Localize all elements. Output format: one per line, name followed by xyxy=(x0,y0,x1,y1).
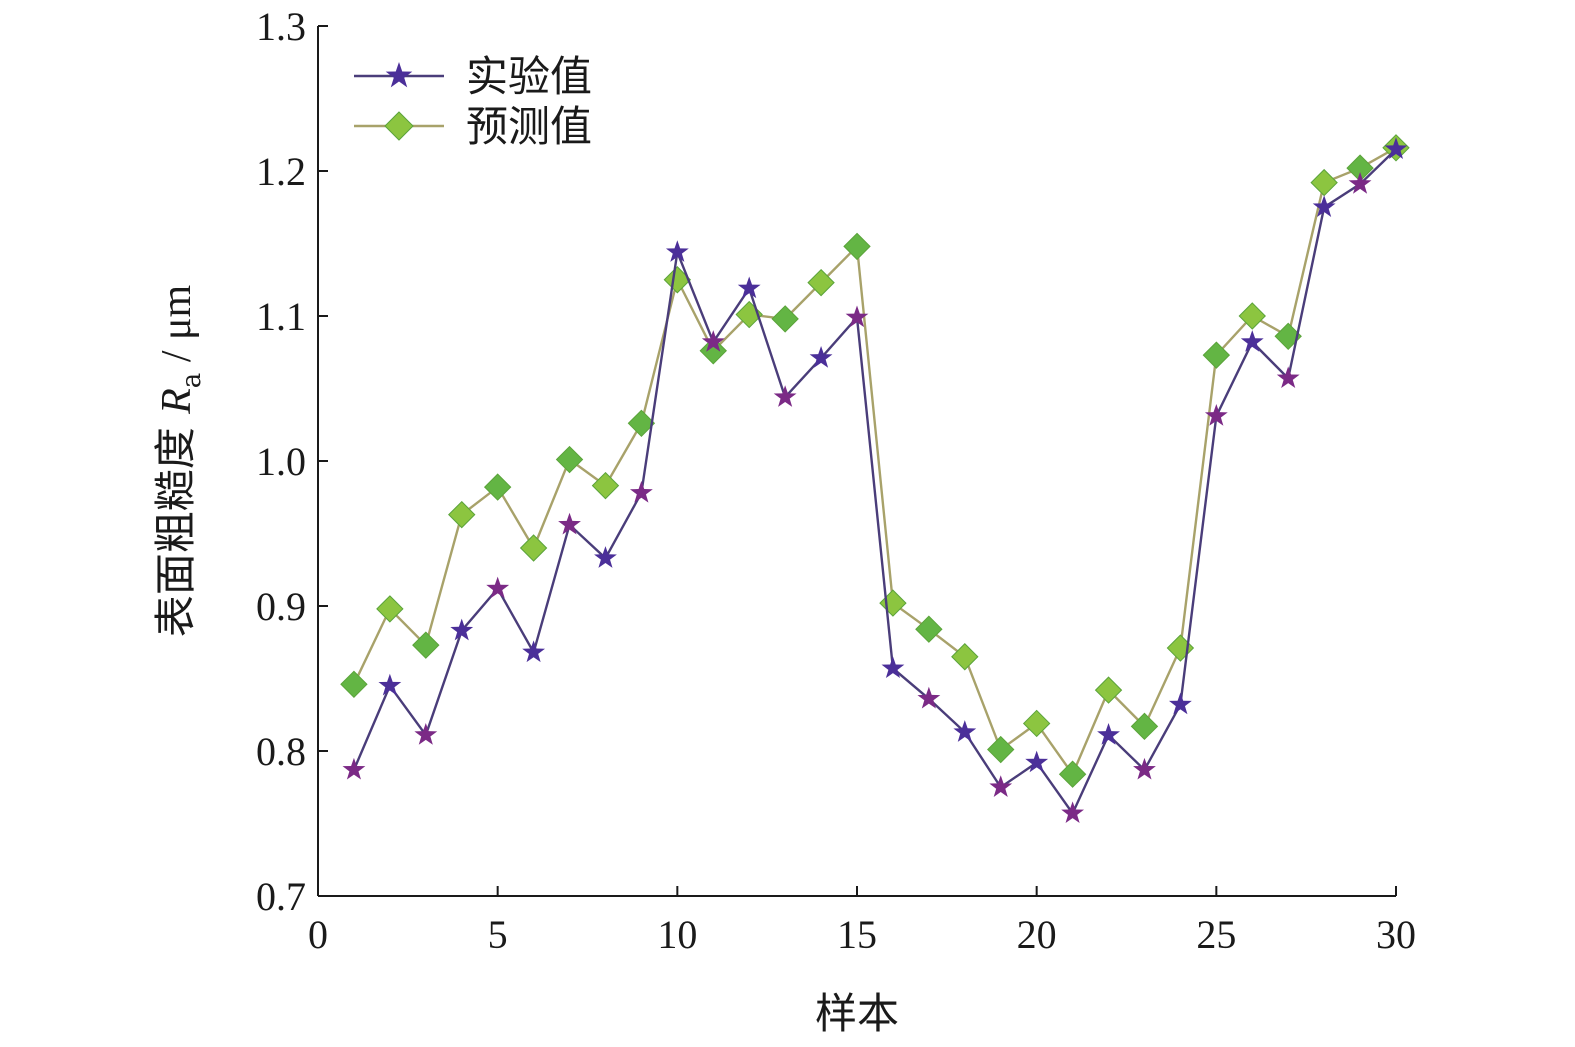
legend-item: 实验值 xyxy=(354,52,592,101)
star-marker xyxy=(1240,330,1264,352)
diamond-marker xyxy=(555,445,584,474)
x-tick-label: 10 xyxy=(657,912,697,957)
star-marker xyxy=(414,723,438,745)
diamond-marker xyxy=(448,500,476,529)
star-marker xyxy=(1133,757,1156,780)
star-marker xyxy=(1348,172,1372,194)
star-marker xyxy=(953,720,977,742)
y-axis-title: 表面粗糙度 Ra / μm xyxy=(151,284,207,637)
star-marker xyxy=(1312,195,1336,217)
star-marker xyxy=(917,686,941,709)
diamond-marker xyxy=(376,595,404,623)
diamond-marker xyxy=(987,735,1015,764)
y-title-subscript: a xyxy=(177,373,207,389)
x-tick-label: 30 xyxy=(1376,912,1416,957)
diamond-marker xyxy=(1310,168,1338,197)
star-marker xyxy=(450,618,474,641)
diamond-marker xyxy=(591,471,620,500)
y-tick-label: 1.1 xyxy=(256,294,306,339)
star-marker xyxy=(1168,692,1192,715)
diamond-marker xyxy=(915,615,943,643)
diamond-marker xyxy=(483,473,512,501)
series-predicted xyxy=(340,134,1410,788)
y-title-unit: / μm xyxy=(154,284,200,372)
y-tick-label: 1.3 xyxy=(256,4,306,49)
series-line xyxy=(352,148,1397,816)
x-tick-label: 15 xyxy=(837,912,877,957)
star-marker xyxy=(594,546,617,568)
y-tick-label: 0.9 xyxy=(256,584,306,629)
series-experimental xyxy=(342,137,1408,824)
diamond-marker xyxy=(1022,709,1051,738)
star-marker xyxy=(378,673,402,696)
diamond-marker xyxy=(1058,760,1087,788)
star-marker xyxy=(558,512,581,535)
diamond-marker xyxy=(1238,302,1266,330)
diamond-marker xyxy=(843,232,871,261)
star-marker xyxy=(522,640,546,663)
diamond-marker xyxy=(1094,676,1123,704)
y-title-main: 表面粗糙度 xyxy=(151,414,200,637)
legend-diamond-marker xyxy=(384,111,414,141)
x-axis-title: 样本 xyxy=(815,989,899,1038)
y-tick-label: 0.8 xyxy=(256,729,306,774)
star-marker xyxy=(1097,723,1120,745)
x-tick-label: 25 xyxy=(1196,912,1236,957)
legend-label: 预测值 xyxy=(466,102,592,151)
diamond-marker xyxy=(879,589,907,617)
diamond-marker xyxy=(340,670,368,699)
star-marker xyxy=(1204,404,1228,426)
diamond-marker xyxy=(1130,712,1159,741)
star-marker xyxy=(1276,366,1300,389)
star-marker xyxy=(809,346,833,368)
diamond-marker xyxy=(519,534,548,562)
y-tick-label: 0.7 xyxy=(256,874,306,919)
star-marker xyxy=(701,330,725,352)
star-marker xyxy=(989,775,1013,797)
diamond-marker xyxy=(807,268,835,297)
legend-label: 实验值 xyxy=(466,52,592,101)
diamond-marker xyxy=(699,337,727,365)
diamond-marker xyxy=(771,305,799,333)
diamond-marker xyxy=(412,631,440,659)
star-marker xyxy=(1061,801,1085,824)
series-line xyxy=(352,146,1397,777)
x-tick-label: 5 xyxy=(488,912,508,957)
diamond-marker xyxy=(663,266,692,294)
axes: 0 5 10 15 20 25 30 0.7 0.8 0.9 1.0 1.1 1.2 1.3 xyxy=(256,4,1416,957)
star-marker xyxy=(1384,137,1408,159)
star-marker xyxy=(881,656,905,679)
legend-item: 预测值 xyxy=(354,102,592,151)
star-marker xyxy=(486,576,510,599)
star-marker xyxy=(629,480,653,503)
diamond-marker xyxy=(951,643,979,671)
star-marker xyxy=(773,385,797,407)
series-layer xyxy=(340,134,1410,824)
star-marker xyxy=(342,757,366,780)
y-title-variable: R xyxy=(154,388,200,415)
x-tick-label: 0 xyxy=(308,912,328,957)
y-tick-label: 1.2 xyxy=(256,149,306,194)
y-tick-label: 1.0 xyxy=(256,439,306,484)
star-marker xyxy=(845,305,869,328)
diamond-marker xyxy=(1202,341,1231,369)
diamond-marker xyxy=(627,409,656,438)
star-marker xyxy=(737,276,761,299)
star-marker xyxy=(665,240,689,262)
star-marker xyxy=(1025,750,1049,773)
x-tick-label: 20 xyxy=(1017,912,1057,957)
legend-star-marker xyxy=(385,62,413,88)
